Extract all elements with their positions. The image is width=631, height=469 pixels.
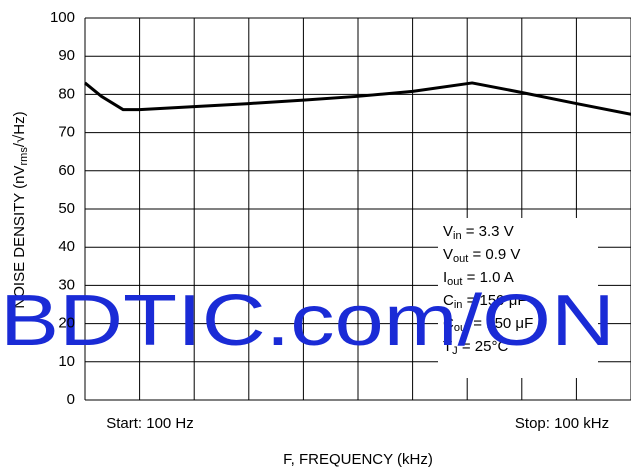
series-line [84,81,631,116]
y-axis-title-part: /√Hz) [11,111,28,147]
y-tick-label: 90 [58,47,75,64]
annotation-part: V [443,223,453,240]
x-stop-label: Stop: 100 kHz [515,415,609,432]
y-tick-label: 100 [50,9,75,26]
annotation-part: = 3.3 V [462,223,514,240]
y-tick-label: 80 [58,85,75,102]
annotation-part: T [443,338,452,355]
annotation: Cin = 150 μF [443,292,527,311]
annotation-part: out [454,322,469,334]
annotation-part: out [453,253,468,265]
grid [84,17,631,401]
y-tick-label: 70 [58,124,75,141]
annotation: Cout = 150 μF [443,315,533,334]
y-axis-title-part: NOISE DENSITY (nV [11,165,28,308]
annotation-part: I [443,269,447,286]
annotation-part: in [454,299,463,311]
annotation-part: = 150 μF [469,315,533,332]
annotation-part: V [443,246,453,263]
watermark: BDTIC.com/ON [0,281,615,361]
annotation-part: = 150 μF [462,292,526,309]
plot [84,81,631,116]
annotation-part: C [443,292,454,309]
x-axis-title: F, FREQUENCY (kHz) [283,451,433,468]
annotation: Iout = 1.0 A [443,269,514,288]
annotation-box [438,218,598,378]
y-tick-label: 50 [58,200,75,217]
y-tick-label: 10 [58,353,75,370]
annotation: TJ = 25°C [443,338,508,357]
y-tick-label: 0 [67,391,75,408]
annotation-part: in [453,230,462,242]
annotation-part: out [447,276,462,288]
y-axis-title-part: rms [18,147,30,166]
annotation-part: C [443,315,454,332]
annotation-part: = 0.9 V [468,246,520,263]
annotation-part: J [452,345,458,357]
y-axis-title: NOISE DENSITY (nVrms/√Hz) [11,111,30,308]
y-tick-label: 30 [58,276,75,293]
x-start-label: Start: 100 Hz [106,415,194,432]
y-tick-label: 60 [58,162,75,179]
annotation-part: = 25°C [458,338,509,355]
annotation-part: = 1.0 A [462,269,513,286]
annotation: Vout = 0.9 V [443,246,520,265]
y-tick-label: 40 [58,238,75,255]
y-tick-label: 20 [58,315,75,332]
annotation: Vin = 3.3 V [443,223,514,242]
